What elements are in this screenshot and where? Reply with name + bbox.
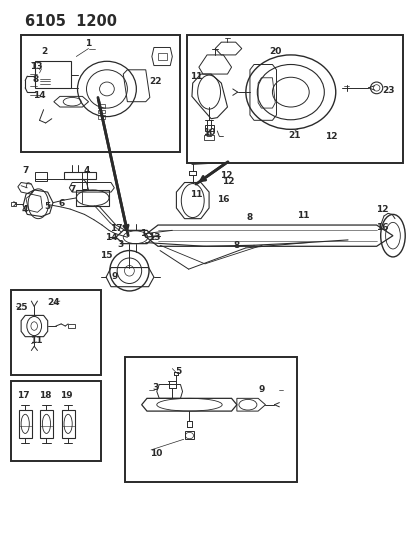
Bar: [64, 172, 96, 179]
Bar: [98, 115, 105, 119]
Text: 25: 25: [15, 303, 27, 312]
Text: 17: 17: [110, 224, 122, 233]
Text: 11: 11: [296, 211, 308, 220]
Text: 4: 4: [22, 205, 28, 214]
Text: 9: 9: [111, 272, 117, 280]
Text: 2: 2: [42, 47, 48, 56]
Text: 14: 14: [105, 233, 118, 242]
Text: 8: 8: [32, 75, 38, 84]
Text: 5: 5: [45, 203, 51, 212]
Text: 13: 13: [30, 62, 43, 71]
Bar: [98, 104, 105, 108]
Text: 15: 15: [100, 252, 112, 260]
Text: 12: 12: [324, 132, 336, 141]
Bar: [21, 35, 180, 152]
Text: 4: 4: [83, 166, 90, 175]
Text: 3: 3: [117, 240, 123, 249]
Bar: [19, 410, 31, 438]
Bar: [186, 35, 402, 163]
Text: 1: 1: [85, 39, 92, 48]
Bar: [35, 61, 71, 88]
Bar: [157, 53, 166, 60]
Text: 8: 8: [233, 241, 239, 250]
Bar: [204, 125, 213, 131]
Bar: [98, 110, 105, 114]
Text: 20: 20: [268, 47, 281, 55]
Text: 6105  1200: 6105 1200: [25, 14, 117, 29]
Bar: [11, 290, 101, 375]
Text: 7: 7: [22, 166, 28, 175]
Text: 12: 12: [375, 205, 388, 214]
Text: 8: 8: [245, 213, 252, 222]
Bar: [76, 190, 109, 206]
Bar: [61, 410, 74, 438]
Text: 7: 7: [69, 185, 75, 195]
Text: 10: 10: [202, 128, 215, 137]
Text: 6: 6: [58, 199, 64, 208]
Text: 16: 16: [375, 223, 388, 232]
Text: 11: 11: [30, 336, 43, 345]
Bar: [125, 357, 296, 482]
Bar: [204, 135, 213, 140]
Text: 12: 12: [221, 177, 234, 186]
Text: 24: 24: [47, 298, 60, 307]
Bar: [82, 172, 86, 189]
Text: 22: 22: [149, 77, 162, 86]
Text: 12: 12: [220, 171, 232, 180]
Bar: [68, 324, 75, 328]
Text: 23: 23: [382, 85, 394, 94]
Text: 17: 17: [17, 391, 29, 400]
Text: 18: 18: [38, 391, 51, 400]
Text: 3: 3: [152, 383, 158, 392]
Bar: [40, 410, 53, 438]
Bar: [11, 201, 16, 206]
Text: 5: 5: [175, 367, 181, 376]
Text: 9: 9: [258, 385, 264, 394]
Text: 16: 16: [216, 195, 229, 204]
Text: 10: 10: [149, 449, 162, 458]
Text: 11: 11: [189, 71, 202, 80]
Text: 1: 1: [139, 229, 146, 238]
Text: 19: 19: [60, 391, 72, 400]
Text: 11: 11: [189, 190, 202, 199]
Text: 21: 21: [288, 131, 300, 140]
Bar: [35, 172, 47, 181]
Bar: [11, 381, 101, 461]
Bar: [184, 431, 194, 439]
Text: 14: 14: [33, 91, 46, 100]
Text: 13: 13: [148, 233, 160, 242]
